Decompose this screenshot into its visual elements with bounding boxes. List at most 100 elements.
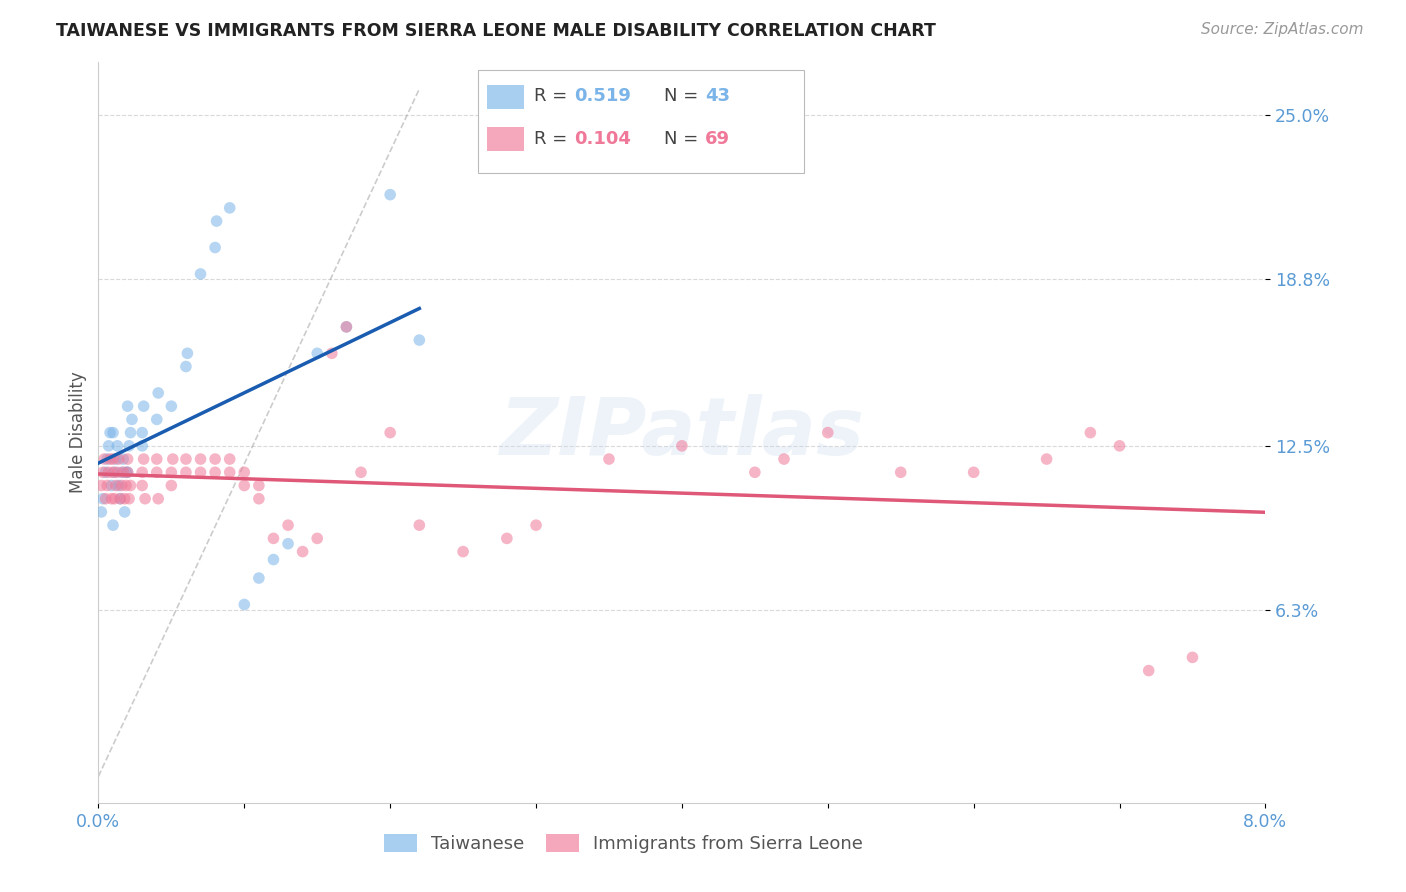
Point <box>108 478 131 492</box>
Point <box>598 452 620 467</box>
Point <box>190 267 212 281</box>
Point <box>120 478 142 492</box>
FancyBboxPatch shape <box>478 70 804 173</box>
Text: 0.104: 0.104 <box>575 129 631 148</box>
Point <box>134 491 156 506</box>
Text: N =: N = <box>665 129 704 148</box>
Point <box>121 412 143 426</box>
Point <box>148 491 170 506</box>
Point <box>98 452 121 467</box>
Point <box>190 452 212 467</box>
Point <box>131 439 153 453</box>
Point <box>132 399 155 413</box>
Point <box>105 465 128 479</box>
Point <box>291 544 314 558</box>
Text: R =: R = <box>534 87 572 104</box>
Point <box>93 452 115 467</box>
Point <box>321 346 343 360</box>
Point <box>1035 452 1057 467</box>
Text: 69: 69 <box>706 129 730 148</box>
Point <box>100 491 122 506</box>
Point <box>160 478 183 492</box>
Point <box>100 478 122 492</box>
Point <box>97 465 120 479</box>
Point <box>233 478 256 492</box>
Point <box>307 532 329 546</box>
Point <box>1181 650 1204 665</box>
Point <box>120 425 142 440</box>
Text: ZIPatlas: ZIPatlas <box>499 393 865 472</box>
Point <box>97 439 120 453</box>
FancyBboxPatch shape <box>486 127 524 152</box>
Point <box>773 452 796 467</box>
Point <box>94 491 117 506</box>
Point <box>262 552 284 566</box>
Point <box>247 571 270 585</box>
Point <box>218 452 240 467</box>
Point <box>247 491 270 506</box>
Point <box>101 425 124 440</box>
Point <box>96 452 118 467</box>
Point <box>91 491 114 506</box>
Point <box>307 346 329 360</box>
Point <box>110 491 132 506</box>
Point <box>174 452 197 467</box>
Point <box>94 465 117 479</box>
Point <box>111 478 134 492</box>
Point <box>890 465 912 479</box>
Point <box>335 319 357 334</box>
Text: 43: 43 <box>706 87 730 104</box>
Point <box>1108 439 1130 453</box>
Point <box>118 439 141 453</box>
Point <box>114 505 136 519</box>
Point <box>117 452 139 467</box>
Point <box>408 518 430 533</box>
Point <box>671 439 693 453</box>
Point <box>350 465 373 479</box>
Point <box>408 333 430 347</box>
Point <box>496 532 519 546</box>
Point <box>112 465 135 479</box>
Point <box>91 465 114 479</box>
Point <box>110 491 132 506</box>
Point <box>380 187 402 202</box>
Point <box>101 518 124 533</box>
Point <box>218 465 240 479</box>
Point <box>90 505 112 519</box>
Point <box>101 465 124 479</box>
Point <box>1137 664 1160 678</box>
Point <box>204 240 226 255</box>
Point <box>146 452 169 467</box>
Point <box>335 319 357 334</box>
Point <box>114 491 136 506</box>
Point <box>277 536 299 550</box>
Point <box>96 478 118 492</box>
Point <box>174 465 197 479</box>
Point <box>205 214 228 228</box>
Text: N =: N = <box>665 87 704 104</box>
Point <box>101 452 124 467</box>
Point <box>115 465 138 479</box>
Point <box>247 478 270 492</box>
Point <box>146 412 169 426</box>
Point <box>131 478 153 492</box>
Point <box>103 491 125 506</box>
Point <box>233 465 256 479</box>
Point <box>148 386 170 401</box>
Point <box>744 465 766 479</box>
Text: TAIWANESE VS IMMIGRANTS FROM SIERRA LEONE MALE DISABILITY CORRELATION CHART: TAIWANESE VS IMMIGRANTS FROM SIERRA LEON… <box>56 22 936 40</box>
Point <box>112 452 135 467</box>
Y-axis label: Male Disability: Male Disability <box>69 372 87 493</box>
Point <box>103 465 125 479</box>
Point <box>817 425 839 440</box>
Point <box>117 465 139 479</box>
Point <box>98 425 121 440</box>
Text: 0.519: 0.519 <box>575 87 631 104</box>
Text: Source: ZipAtlas.com: Source: ZipAtlas.com <box>1201 22 1364 37</box>
Point <box>118 491 141 506</box>
Point <box>117 399 139 413</box>
Text: R =: R = <box>534 129 572 148</box>
Point <box>204 465 226 479</box>
Point <box>131 425 153 440</box>
Point <box>115 478 138 492</box>
